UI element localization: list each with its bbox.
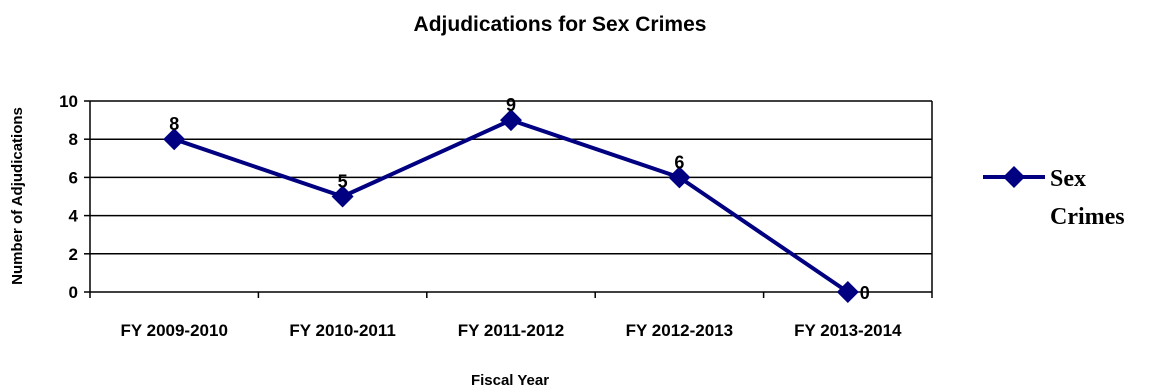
legend-marker bbox=[1003, 166, 1025, 188]
legend-label-line1: Sex bbox=[1050, 166, 1086, 192]
y-tick-label: 10 bbox=[59, 92, 78, 111]
data-point-marker bbox=[163, 128, 186, 151]
chart-title: Adjudications for Sex Crimes bbox=[414, 13, 707, 36]
data-label: 0 bbox=[860, 283, 870, 303]
data-label: 8 bbox=[169, 114, 179, 134]
data-point-marker bbox=[331, 185, 354, 208]
legend-label-line2: Crimes bbox=[1050, 204, 1125, 230]
data-point-marker bbox=[500, 109, 522, 132]
data-point-marker bbox=[668, 166, 691, 189]
series-line bbox=[173, 118, 849, 294]
y-tick-label: 4 bbox=[69, 207, 79, 226]
x-category-label: FY 2009-2010 bbox=[120, 321, 227, 340]
data-point-marker bbox=[836, 281, 859, 303]
y-tick-label: 6 bbox=[69, 168, 78, 187]
y-axis-title: Number of Adjudications bbox=[9, 107, 26, 285]
data-label: 5 bbox=[338, 172, 348, 192]
y-tick-label: 8 bbox=[69, 130, 78, 149]
data-label: 6 bbox=[674, 152, 684, 172]
y-tick-label: 2 bbox=[69, 245, 78, 264]
x-category-label: FY 2012-2013 bbox=[626, 321, 733, 340]
x-axis-title: Fiscal Year bbox=[471, 372, 549, 389]
y-tick-label: 0 bbox=[69, 283, 78, 302]
x-category-label: FY 2010-2011 bbox=[289, 321, 396, 340]
x-category-label: FY 2013-2014 bbox=[794, 321, 902, 340]
data-label: 9 bbox=[506, 95, 516, 115]
x-category-label: FY 2011-2012 bbox=[458, 321, 565, 340]
